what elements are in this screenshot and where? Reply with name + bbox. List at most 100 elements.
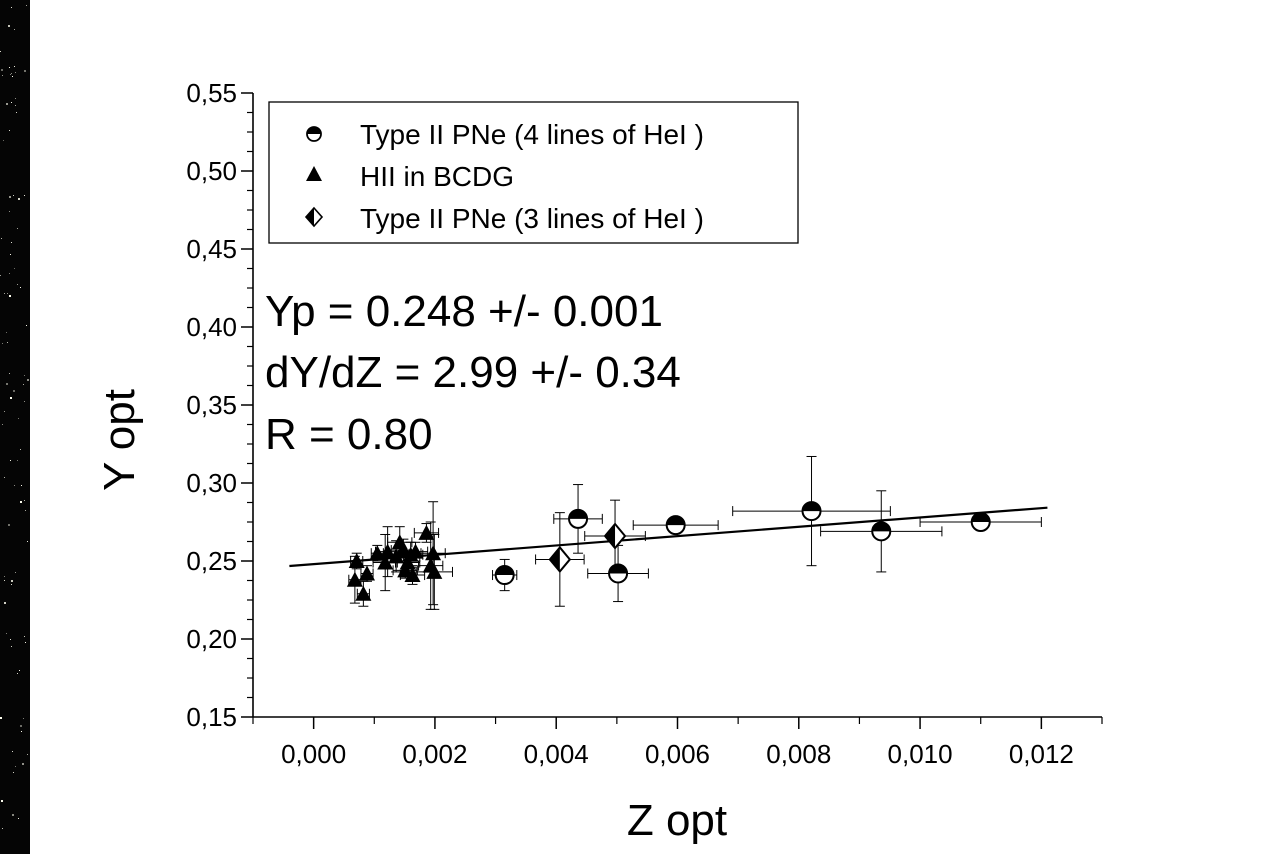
- data-point-diamond-half: [548, 545, 572, 574]
- star-dot: [7, 342, 8, 343]
- star-dot: [9, 211, 10, 212]
- star-dot: [1, 238, 2, 239]
- star-dot: [24, 195, 25, 196]
- x-tick-label: 0,002: [402, 739, 467, 769]
- star-dot: [4, 477, 5, 478]
- marker-fill: [605, 524, 616, 549]
- star-dot: [17, 460, 18, 461]
- star-dot: [11, 584, 12, 585]
- star-dot: [21, 731, 22, 732]
- star-dot: [14, 268, 15, 269]
- y-ticks: 0,15 0,20 0,25 0,30 0,35 0,40 0,45 0,50 0,55: [186, 78, 253, 732]
- star-dot: [6, 633, 7, 634]
- star-dot: [17, 673, 18, 674]
- star-dot: [1, 69, 3, 71]
- data-point-triangle: [377, 554, 394, 570]
- data-point-triangle: [379, 543, 396, 559]
- data-point-circle-half: [608, 563, 629, 584]
- y-tick-label: 0,45: [186, 234, 237, 264]
- annotation-r: R = 0.80: [265, 410, 433, 459]
- star-dot: [9, 130, 10, 131]
- star-dot: [25, 642, 26, 643]
- x-ticks: 0,000 0,002 0,004 0,006 0,008 0,010 0,012: [252, 717, 1103, 769]
- y-tick-label: 0,35: [186, 390, 237, 420]
- data-point-triangle: [359, 565, 376, 581]
- star-dot: [23, 384, 24, 385]
- star-dot: [15, 72, 16, 73]
- star-dot: [15, 572, 16, 573]
- star-dot: [27, 754, 28, 755]
- star-dot: [2, 424, 3, 425]
- data-point-triangle: [404, 567, 421, 583]
- star-dot: [6, 332, 7, 333]
- marker-fill: [495, 566, 514, 576]
- star-dot: [14, 485, 15, 486]
- star-dot: [21, 485, 22, 486]
- star-dot: [24, 70, 26, 72]
- star-dot: [2, 343, 3, 344]
- star-dot: [26, 325, 27, 326]
- star-dot: [2, 828, 3, 829]
- x-tick-label: 0,010: [888, 739, 953, 769]
- legend-marker-diamond-half: [304, 206, 324, 228]
- x-tick-label: 0,000: [281, 739, 346, 769]
- star-dot: [8, 524, 10, 526]
- star-dot: [8, 25, 10, 27]
- annotations: Yp = 0.248 +/- 0.001 dY/dZ = 2.99 +/- 0.…: [265, 287, 681, 459]
- star-dot: [17, 284, 18, 285]
- legend-box: [268, 101, 799, 244]
- star-dot: [10, 74, 11, 75]
- star-dot: [11, 580, 13, 582]
- data-point-triangle: [407, 543, 424, 559]
- star-dot: [4, 580, 5, 581]
- marker-fill: [802, 502, 821, 512]
- star-dot: [26, 5, 27, 6]
- y-axis-label: Y opt: [95, 389, 144, 491]
- star-dot: [16, 112, 17, 113]
- star-dot: [4, 576, 5, 577]
- star-dot: [1, 800, 3, 802]
- star-dot: [10, 254, 11, 255]
- data-point-triangle: [425, 545, 442, 561]
- star-dot: [20, 449, 21, 450]
- star-dot: [20, 725, 22, 727]
- star-dot: [12, 751, 13, 752]
- star-dot: [12, 814, 14, 816]
- star-dot: [18, 418, 19, 419]
- legend-marker-circle-half: [306, 126, 322, 142]
- star-dot: [11, 73, 12, 74]
- star-dot: [2, 75, 3, 76]
- star-dot: [11, 646, 12, 647]
- star-dot: [24, 375, 25, 376]
- star-dot: [15, 105, 16, 106]
- star-dot: [22, 763, 24, 765]
- star-dot: [12, 76, 13, 77]
- star-dot: [6, 383, 8, 385]
- data-point-circle-half: [970, 512, 991, 532]
- x-axis-label: Z opt: [627, 796, 727, 845]
- legend-marker-triangle: [306, 166, 322, 181]
- star-dot: [11, 7, 12, 8]
- annotation-dydz: dY/dZ = 2.99 +/- 0.34: [265, 348, 681, 397]
- star-dot: [27, 379, 29, 381]
- star-dot: [24, 401, 25, 402]
- star-dot: [18, 818, 19, 819]
- starfield-background-strip: [0, 0, 30, 854]
- data-point-triangle: [426, 563, 443, 579]
- annotation-yp: Yp = 0.248 +/- 0.001: [265, 287, 663, 336]
- star-dot: [18, 198, 20, 200]
- y-tick-label: 0,15: [186, 702, 237, 732]
- star-dot: [13, 772, 14, 773]
- star-dot: [10, 639, 11, 640]
- star-dot: [11, 102, 12, 103]
- star-dot: [0, 275, 1, 276]
- star-dot: [17, 228, 18, 229]
- star-dot: [4, 293, 5, 294]
- star-dot: [6, 103, 8, 105]
- star-dot: [15, 98, 16, 99]
- star-dot: [0, 51, 1, 52]
- x-tick-label: 0,008: [766, 739, 831, 769]
- y-tick-label: 0,20: [186, 624, 237, 654]
- star-dot: [20, 287, 21, 288]
